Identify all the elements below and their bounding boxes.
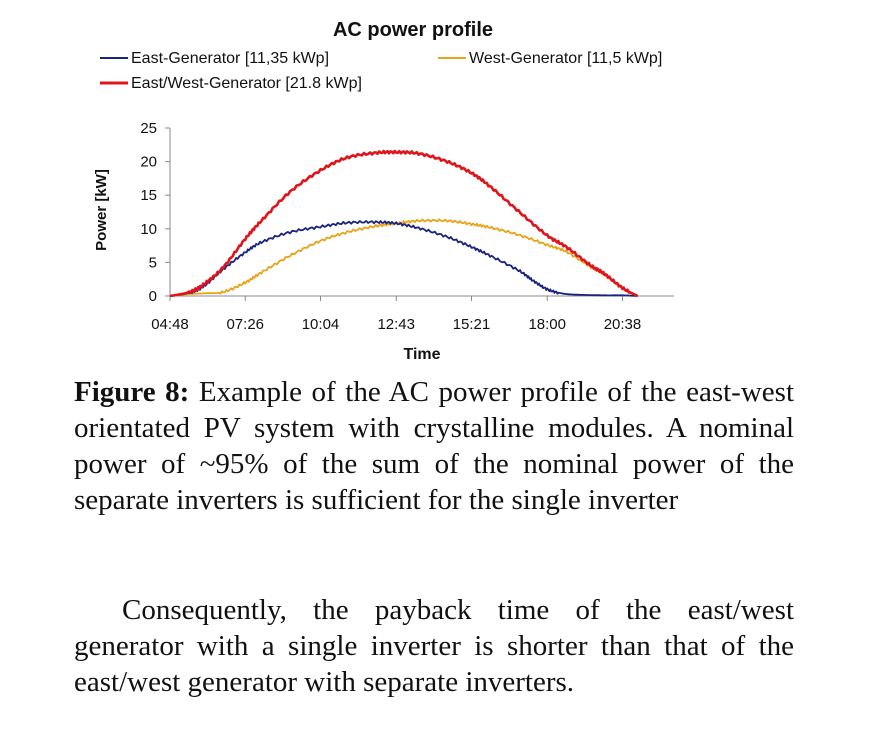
axes: 0 5 10 15 20 25 04:48 07:26 10:04 12:43 15:21 18:00…	[140, 120, 674, 333]
x-tick-label: 12:43	[377, 316, 415, 333]
chart: AC power profile East-Generator [11,35 k…	[93, 19, 674, 363]
y-axis-label: Power [kW]	[93, 169, 110, 251]
x-axis-label: Time	[403, 346, 440, 363]
legend-label: East-Generator [11,35 kWp]	[131, 50, 329, 67]
x-tick-label: 07:26	[226, 316, 264, 333]
series-line-2	[169, 149, 639, 298]
body-paragraph: Consequently, the payback time of the ea…	[74, 594, 794, 698]
x-tick-label: 18:00	[528, 316, 566, 333]
y-tick-label: 15	[140, 187, 157, 204]
x-tick-label: 15:21	[453, 316, 491, 333]
figure-caption: Figure 8: Example of the AC power profil…	[74, 374, 794, 518]
chart-title: AC power profile	[333, 19, 493, 41]
series-line-0	[169, 220, 638, 297]
x-tick-label: 04:48	[151, 316, 189, 333]
x-tick-label: 10:04	[302, 316, 340, 333]
y-tick-label: 0	[149, 288, 157, 305]
x-tick-label: 20:38	[604, 316, 642, 333]
figure-caption-text: Example of the AC power profile of the e…	[74, 376, 794, 516]
y-tick-label: 25	[140, 120, 157, 137]
legend: East-Generator [11,35 kWp] West-Generator…	[100, 50, 662, 92]
series-line-1	[169, 218, 639, 297]
series-layer	[169, 149, 639, 298]
legend-label: West-Generator [11,5 kWp]	[469, 50, 662, 67]
y-tick-label: 5	[149, 254, 157, 271]
figure-label: Figure 8:	[74, 376, 190, 408]
y-tick-label: 10	[140, 221, 157, 238]
y-tick-label: 20	[140, 154, 157, 171]
legend-label: East/West-Generator [21.8 kWp]	[131, 75, 362, 92]
